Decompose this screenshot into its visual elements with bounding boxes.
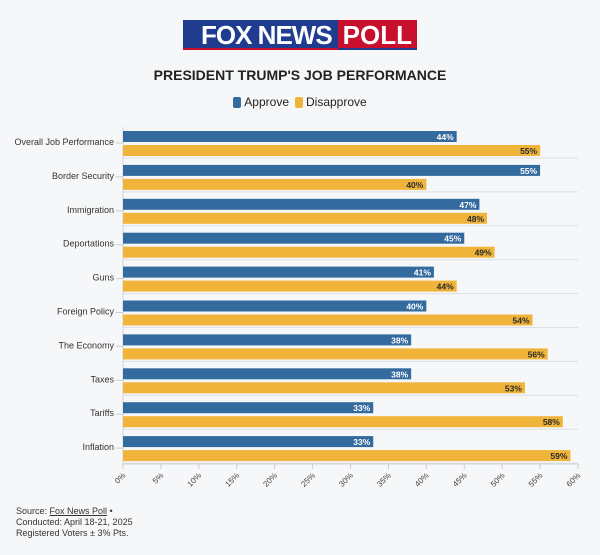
data-label-approve: 40% [406,302,423,312]
x-tick-label: 15% [223,471,241,489]
x-tick-label: 50% [489,471,507,489]
bar-approve [123,131,457,142]
data-label-approve: 38% [391,369,408,379]
bar-approve [123,232,465,244]
conducted-date: Conducted: April 18-21, 2025 [16,517,133,527]
source-note: Source: Fox News Poll • Conducted: April… [16,506,133,539]
fox-news-poll-logo: FOX NEWS POLL [183,20,418,50]
bar-approve [123,198,480,210]
x-tick-label: 25% [299,471,317,489]
data-label-disapprove: 53% [505,383,522,393]
legend-item-approve[interactable]: Approve [233,95,289,109]
bar-approve [123,266,434,278]
bar-chart: Overall Job Performance 44% 55% Border Secu… [14,127,583,489]
chart-title: PRESIDENT TRUMP'S JOB PERFORMANCE [153,67,447,83]
data-label-approve: 33% [353,437,370,447]
data-label-disapprove: 56% [528,349,545,359]
data-label-approve: 33% [353,403,370,413]
logo-poll: POLL [337,20,418,50]
data-label-approve: 45% [444,234,461,244]
source-label: Source: [16,506,50,516]
category-label: Overall Job Performance [14,137,114,147]
bar-approve [123,164,541,176]
category-label: Tariffs [90,408,114,418]
margin-of-error: Registered Voters ± 3% Pts. [16,528,129,538]
data-label-disapprove: 40% [406,180,423,190]
data-label-disapprove: 59% [550,451,567,461]
category-label: Border Security [52,171,115,181]
bar-disapprove [123,382,525,394]
bar-disapprove [123,348,548,360]
source-link[interactable]: Fox News Poll [49,506,108,516]
x-tick-label: 45% [451,471,469,489]
data-label-approve: 38% [391,335,408,345]
logo-fox-news: FOX NEWS [183,20,338,50]
category-label: Deportations [63,239,115,249]
data-label-approve: 55% [520,166,537,176]
bar-approve [123,368,412,380]
x-tick-label: 0% [113,471,128,486]
bar-disapprove [123,280,457,292]
legend-swatch-disapprove [295,96,303,108]
data-label-disapprove: 49% [475,248,492,258]
bar-approve [123,402,374,414]
data-label-disapprove: 58% [543,417,560,427]
category-label: Foreign Policy [57,307,115,317]
data-label-disapprove: 54% [512,316,529,326]
category-label: Immigration [67,205,114,215]
bar-approve [123,436,374,448]
x-tick-label: 20% [261,471,279,489]
data-label-approve: 41% [414,268,431,278]
bar-disapprove [123,145,541,156]
category-label: Taxes [90,374,114,384]
legend-label-disapprove: Disapprove [306,95,367,109]
x-tick-label: 35% [375,471,393,489]
category-label: The Economy [58,340,114,350]
category-label: Inflation [82,442,114,452]
x-tick-label: 5% [151,471,166,486]
legend-label-approve: Approve [244,95,289,109]
category-label: Guns [92,273,114,283]
bar-disapprove [123,246,495,258]
bar-disapprove [123,416,563,428]
data-label-approve: 47% [459,200,476,210]
data-label-disapprove: 48% [467,214,484,224]
data-label-disapprove: 55% [520,146,537,156]
bar-disapprove [123,178,427,190]
x-tick-label: 30% [337,471,355,489]
bar-disapprove [123,450,571,462]
bar-disapprove [123,212,487,224]
x-tick-label: 55% [527,471,545,489]
legend-item-disapprove[interactable]: Disapprove [295,95,367,109]
bar-approve [123,300,427,312]
legend-swatch-approve [233,96,242,108]
x-tick-label: 40% [413,471,431,489]
data-label-disapprove: 44% [437,282,454,292]
data-label-approve: 44% [437,132,454,142]
source-suffix: • [107,506,113,516]
bar-approve [123,334,412,346]
x-tick-label: 10% [186,471,204,489]
bar-disapprove [123,314,533,326]
legend: Approve Disapprove [0,95,600,109]
x-tick-label: 60% [565,471,583,489]
